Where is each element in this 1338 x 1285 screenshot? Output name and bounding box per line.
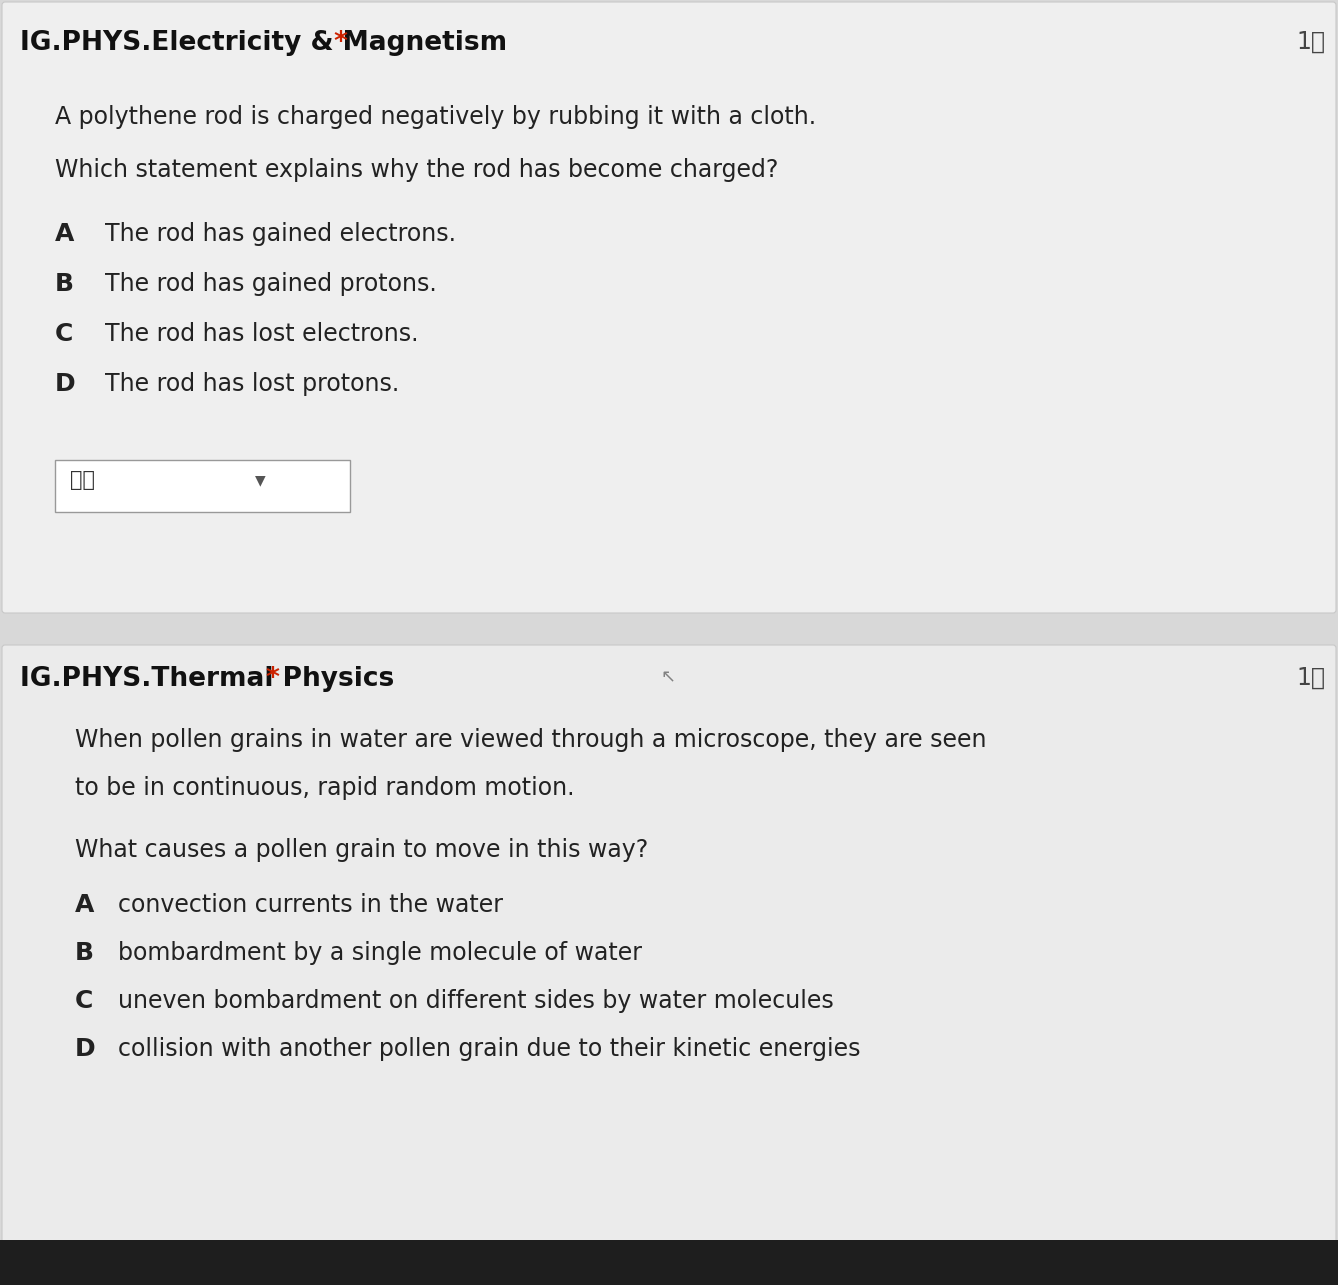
FancyBboxPatch shape bbox=[1, 3, 1337, 613]
Text: bombardment by a single molecule of water: bombardment by a single molecule of wate… bbox=[118, 941, 642, 965]
Text: *: * bbox=[325, 30, 348, 57]
Bar bbox=[0, 1240, 1338, 1285]
Text: A: A bbox=[75, 893, 95, 917]
Text: to be in continuous, rapid random motion.: to be in continuous, rapid random motion… bbox=[75, 776, 574, 801]
Text: collision with another pollen grain due to their kinetic energies: collision with another pollen grain due … bbox=[118, 1037, 860, 1061]
Text: uneven bombardment on different sides by water molecules: uneven bombardment on different sides by… bbox=[118, 989, 834, 1013]
Text: IG.PHYS.Electricity & Magnetism: IG.PHYS.Electricity & Magnetism bbox=[20, 30, 507, 57]
Text: ▼: ▼ bbox=[256, 473, 266, 487]
Text: B: B bbox=[55, 272, 74, 296]
Text: IG.PHYS.Thermal Physics: IG.PHYS.Thermal Physics bbox=[20, 666, 395, 693]
Text: C: C bbox=[75, 989, 94, 1013]
Text: D: D bbox=[55, 371, 76, 396]
Text: ↖: ↖ bbox=[660, 668, 676, 686]
Text: When pollen grains in water are viewed through a microscope, they are seen: When pollen grains in water are viewed t… bbox=[75, 729, 986, 752]
Text: A polythene rod is charged negatively by rubbing it with a cloth.: A polythene rod is charged negatively by… bbox=[55, 105, 816, 128]
Text: The rod has gained electrons.: The rod has gained electrons. bbox=[104, 222, 456, 245]
Text: B: B bbox=[75, 941, 94, 965]
Text: A: A bbox=[55, 222, 75, 245]
FancyBboxPatch shape bbox=[55, 460, 351, 511]
Text: The rod has lost electrons.: The rod has lost electrons. bbox=[104, 323, 419, 346]
Text: What causes a pollen grain to move in this way?: What causes a pollen grain to move in th… bbox=[75, 838, 648, 862]
Text: 1分: 1分 bbox=[1297, 30, 1325, 54]
Text: 选择: 选择 bbox=[70, 470, 95, 490]
FancyBboxPatch shape bbox=[1, 645, 1337, 1252]
Text: 1分: 1分 bbox=[1297, 666, 1325, 690]
Text: C: C bbox=[55, 323, 74, 346]
Text: The rod has gained protons.: The rod has gained protons. bbox=[104, 272, 436, 296]
Text: *: * bbox=[257, 666, 280, 693]
Text: Which statement explains why the rod has become charged?: Which statement explains why the rod has… bbox=[55, 158, 779, 182]
Text: D: D bbox=[75, 1037, 95, 1061]
Text: The rod has lost protons.: The rod has lost protons. bbox=[104, 371, 399, 396]
Text: convection currents in the water: convection currents in the water bbox=[118, 893, 503, 917]
